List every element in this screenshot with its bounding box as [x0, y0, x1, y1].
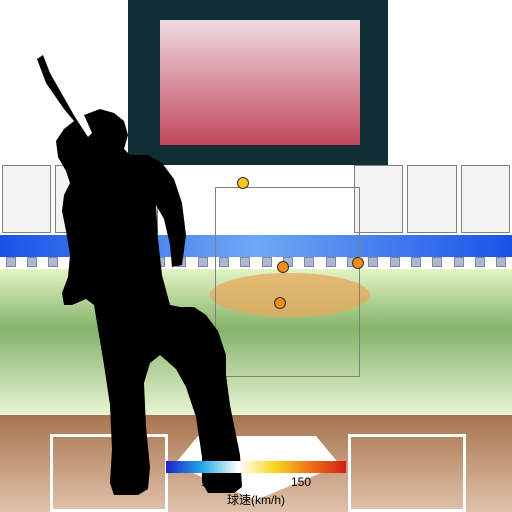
legend-label: 球速(km/h) — [166, 491, 346, 508]
tick-100: 100 — [201, 475, 221, 489]
wall-window — [496, 257, 506, 267]
batter-box-right — [348, 434, 466, 512]
stand-segment — [407, 165, 456, 233]
stands-right — [352, 163, 512, 235]
wall-window — [390, 257, 400, 267]
tick-150: 150 — [291, 475, 311, 489]
wall-window — [6, 257, 16, 267]
batter-silhouette — [20, 55, 280, 505]
wall-window — [411, 257, 421, 267]
wall-window — [368, 257, 378, 267]
legend-spectrum — [166, 461, 346, 473]
wall-window — [432, 257, 442, 267]
wall-window — [475, 257, 485, 267]
legend-ticks: 100 150 — [166, 475, 346, 489]
pitch-marker — [352, 257, 364, 269]
stand-segment — [461, 165, 510, 233]
pitch-chart-scene: 100 150 球速(km/h) — [0, 0, 512, 512]
speed-legend: 100 150 球速(km/h) — [166, 461, 346, 508]
wall-window — [454, 257, 464, 267]
stand-segment — [354, 165, 403, 233]
